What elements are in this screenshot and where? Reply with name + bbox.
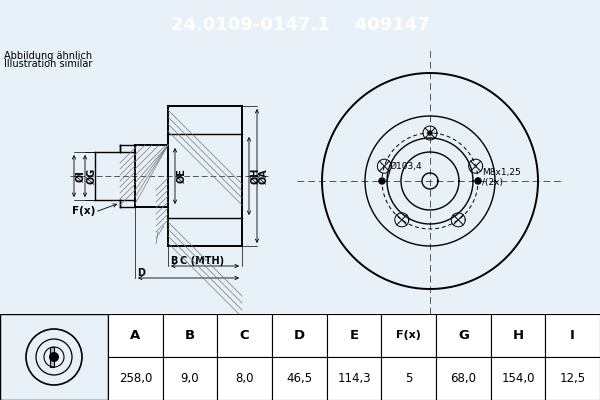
Circle shape bbox=[379, 178, 385, 184]
Bar bbox=[545, 314, 600, 357]
Bar bbox=[436, 314, 491, 357]
Bar bbox=[436, 357, 491, 400]
Text: B: B bbox=[185, 329, 195, 342]
Text: ØI: ØI bbox=[76, 170, 86, 182]
Bar bbox=[272, 314, 326, 357]
Text: 258,0: 258,0 bbox=[119, 372, 152, 385]
Bar bbox=[108, 357, 163, 400]
Bar bbox=[217, 357, 272, 400]
Bar bbox=[326, 357, 382, 400]
Text: 5: 5 bbox=[405, 372, 412, 385]
Circle shape bbox=[49, 352, 59, 362]
Bar bbox=[163, 314, 217, 357]
Text: ØA: ØA bbox=[259, 168, 269, 184]
Text: 9,0: 9,0 bbox=[181, 372, 199, 385]
Text: E: E bbox=[349, 329, 359, 342]
Bar bbox=[50, 347, 54, 367]
Bar bbox=[272, 357, 326, 400]
Text: C (MTH): C (MTH) bbox=[180, 256, 224, 266]
Text: 8,0: 8,0 bbox=[235, 372, 254, 385]
Text: A: A bbox=[130, 329, 140, 342]
Text: B: B bbox=[170, 256, 178, 266]
Text: 114,3: 114,3 bbox=[337, 372, 371, 385]
Bar bbox=[491, 357, 545, 400]
Text: 154,0: 154,0 bbox=[501, 372, 535, 385]
Text: C: C bbox=[240, 329, 250, 342]
Bar bbox=[108, 314, 163, 357]
Text: 68,0: 68,0 bbox=[451, 372, 476, 385]
Bar bbox=[545, 357, 600, 400]
Bar bbox=[163, 357, 217, 400]
Circle shape bbox=[428, 131, 432, 135]
Text: Ø103,4: Ø103,4 bbox=[390, 162, 422, 171]
Bar bbox=[382, 357, 436, 400]
Bar bbox=[326, 314, 382, 357]
Bar bbox=[491, 314, 545, 357]
Text: F(x): F(x) bbox=[72, 206, 95, 216]
Text: /(2x): /(2x) bbox=[482, 178, 503, 187]
Text: F(x): F(x) bbox=[396, 330, 421, 340]
Text: 46,5: 46,5 bbox=[286, 372, 313, 385]
Text: I: I bbox=[570, 329, 575, 342]
Circle shape bbox=[475, 178, 481, 184]
Text: ØE: ØE bbox=[177, 168, 187, 184]
Text: 24.0109-0147.1    409147: 24.0109-0147.1 409147 bbox=[170, 16, 430, 34]
Bar bbox=[217, 314, 272, 357]
Text: M8x1,25: M8x1,25 bbox=[482, 168, 521, 177]
Text: D: D bbox=[294, 329, 305, 342]
Text: ØG: ØG bbox=[87, 168, 97, 184]
Bar bbox=[382, 314, 436, 357]
Text: H: H bbox=[512, 329, 524, 342]
Bar bbox=[0, 314, 108, 400]
Text: Illustration similar: Illustration similar bbox=[4, 59, 92, 69]
Text: Abbildung ähnlich: Abbildung ähnlich bbox=[4, 51, 92, 61]
Text: ØH: ØH bbox=[251, 168, 261, 184]
Text: 12,5: 12,5 bbox=[560, 372, 586, 385]
Text: D: D bbox=[137, 268, 145, 278]
Text: G: G bbox=[458, 329, 469, 342]
